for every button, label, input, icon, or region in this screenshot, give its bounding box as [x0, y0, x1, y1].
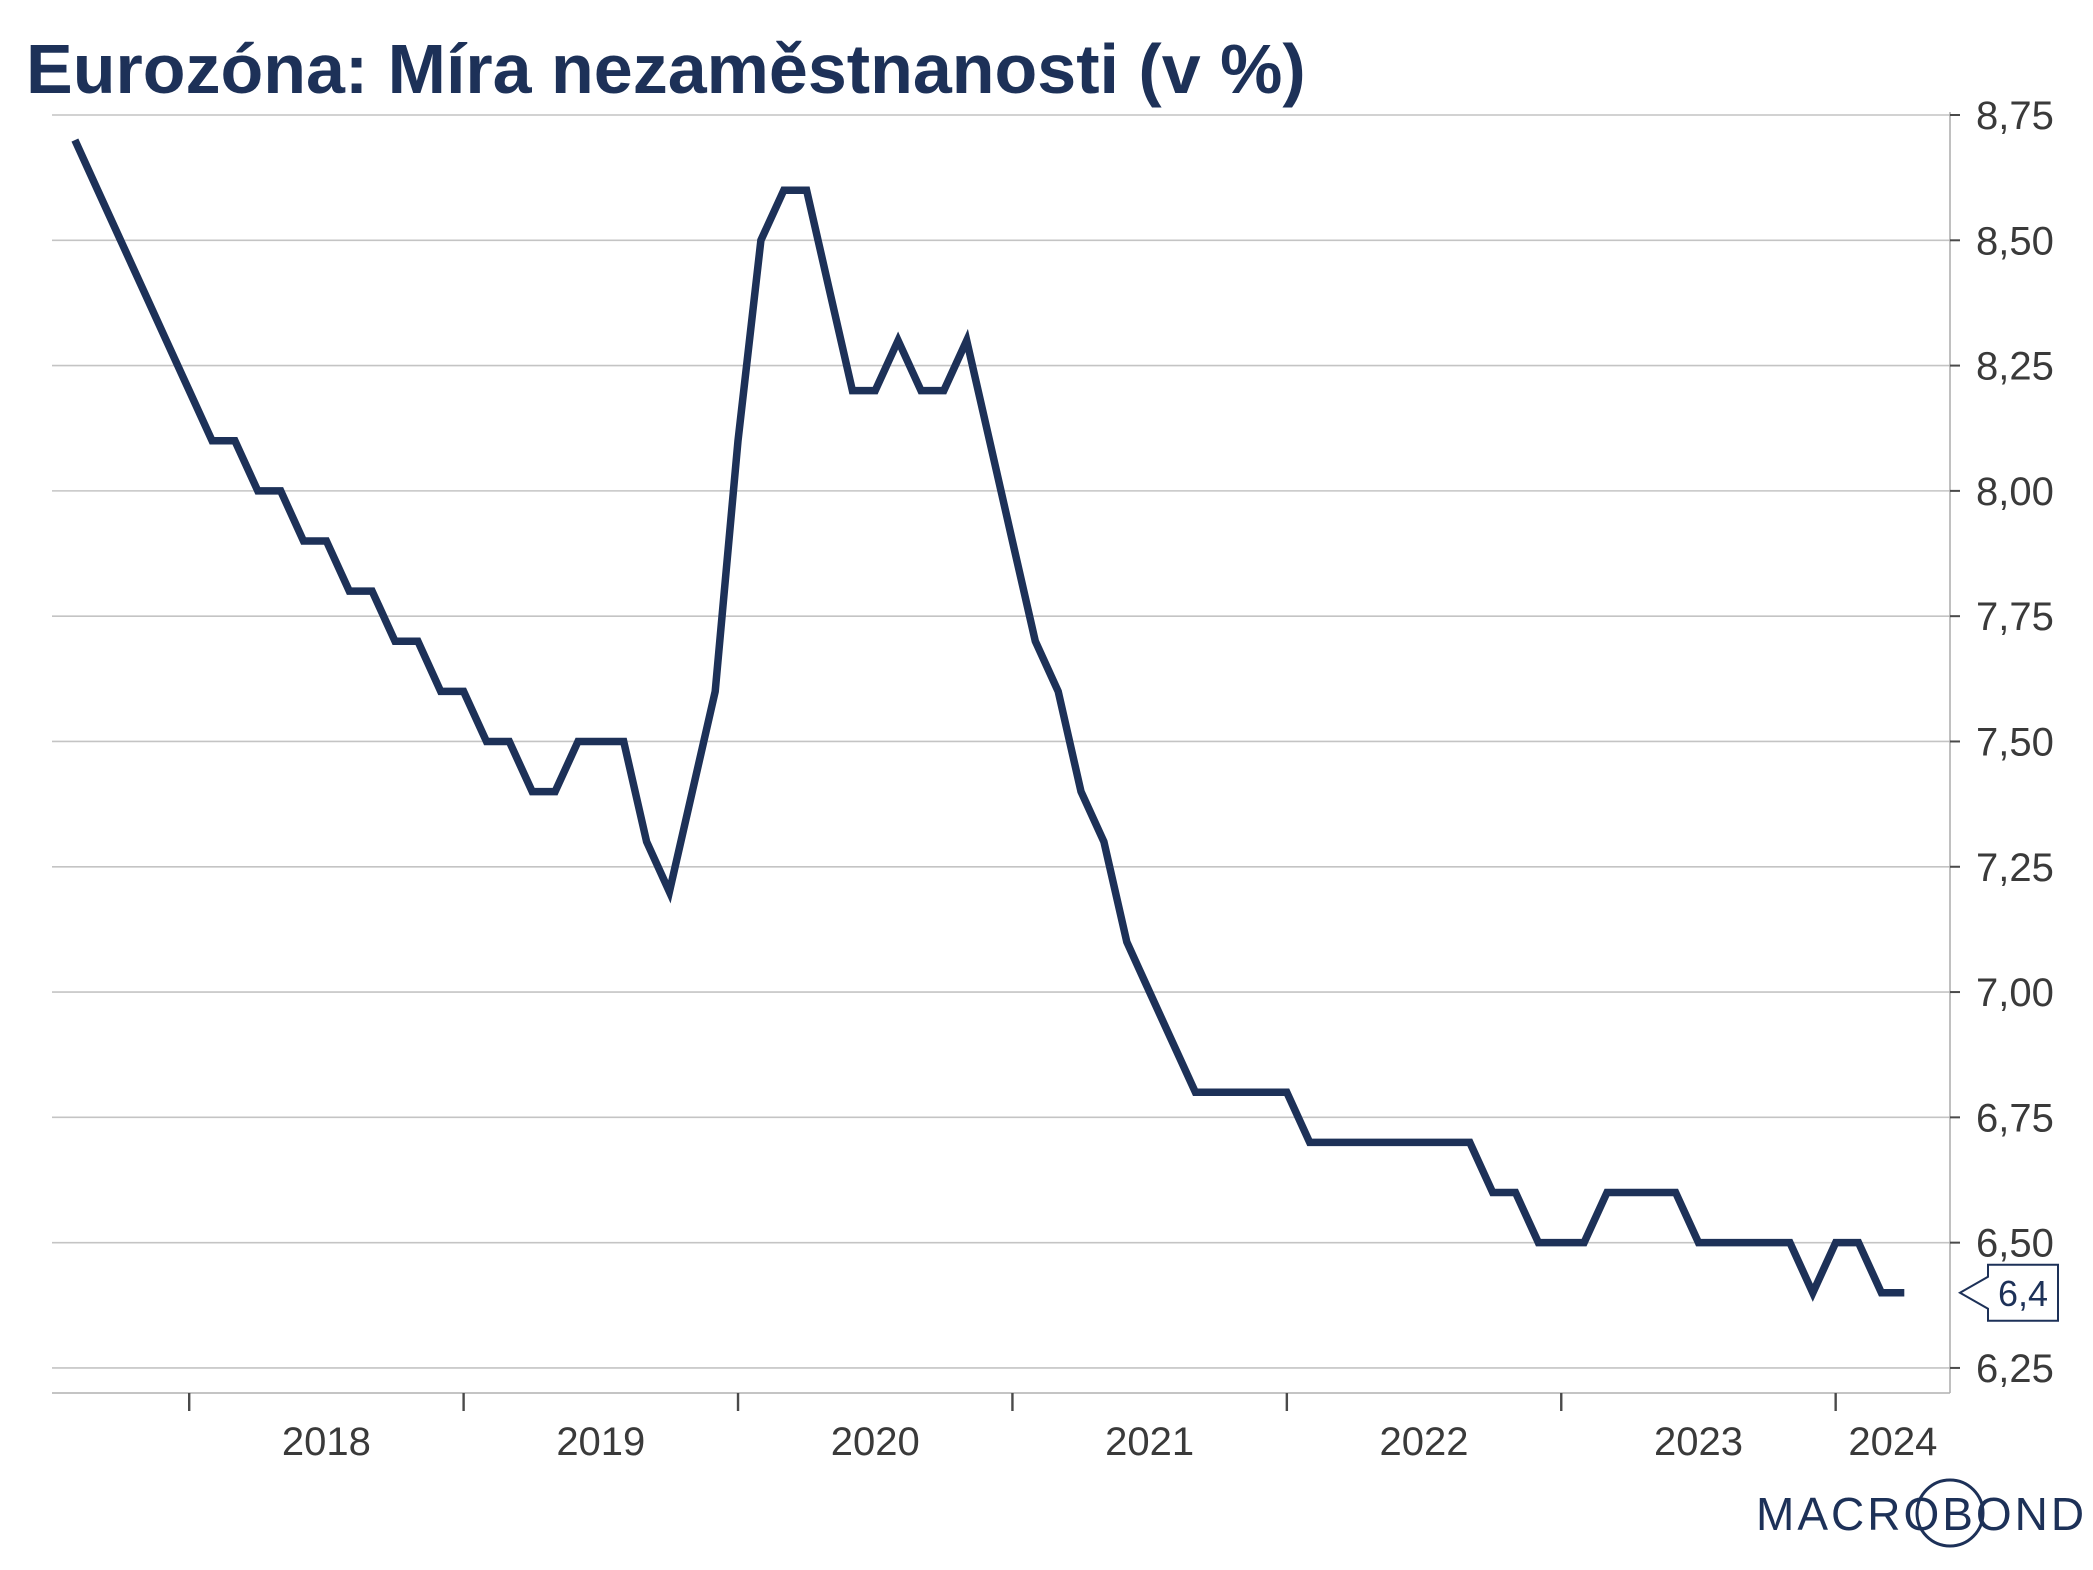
y-tick-label: 7,00: [1976, 971, 2054, 1015]
unemployment-line: [71, 138, 1905, 1302]
x-axis: 2018 2019 2020 2021 2022 2023 2024: [188, 1393, 1937, 1464]
plot-frame: [52, 112, 1951, 1394]
x-tick-label: 2024: [1848, 1420, 1937, 1464]
end-value-callout: 6,4: [1957, 1263, 2059, 1322]
end-value-label: 6,4: [1998, 1273, 2048, 1314]
y-tick-label: 7,25: [1976, 846, 2054, 890]
y-tick-labels: 6,25 6,50 6,75 7,00 7,25 7,50 7,75 8,00 8,25 8,50…: [1950, 94, 2054, 1391]
y-tick-label: 6,50: [1976, 1222, 2054, 1266]
y-tick-label: 6,25: [1976, 1347, 2054, 1391]
x-tick-label: 2019: [556, 1420, 645, 1464]
logo-ring: [1915, 1478, 1985, 1548]
chart-title: Eurozóna: Míra nezaměstnanosti (v %): [26, 30, 1306, 108]
x-tick-label: 2023: [1654, 1420, 1743, 1464]
x-tick-label: 2020: [831, 1420, 920, 1464]
macrobond-logo: MACROBOND: [1756, 1478, 2084, 1548]
gridlines: [52, 114, 1950, 1369]
y-tick-label: 8,50: [1976, 219, 2054, 263]
x-tick-label: 2018: [282, 1420, 371, 1464]
y-tick-label: 7,75: [1976, 595, 2054, 639]
x-tick-label: 2021: [1105, 1420, 1194, 1464]
y-tick-label: 8,25: [1976, 345, 2054, 389]
data-series: [71, 138, 1905, 1302]
x-tick-label: 2022: [1380, 1420, 1469, 1464]
y-tick-label: 8,00: [1976, 470, 2054, 514]
end-value-box: [1957, 1263, 2059, 1322]
y-tick-label: 7,50: [1976, 720, 2054, 764]
y-tick-label: 8,75: [1976, 94, 2054, 138]
y-tick-label: 6,75: [1976, 1096, 2054, 1140]
